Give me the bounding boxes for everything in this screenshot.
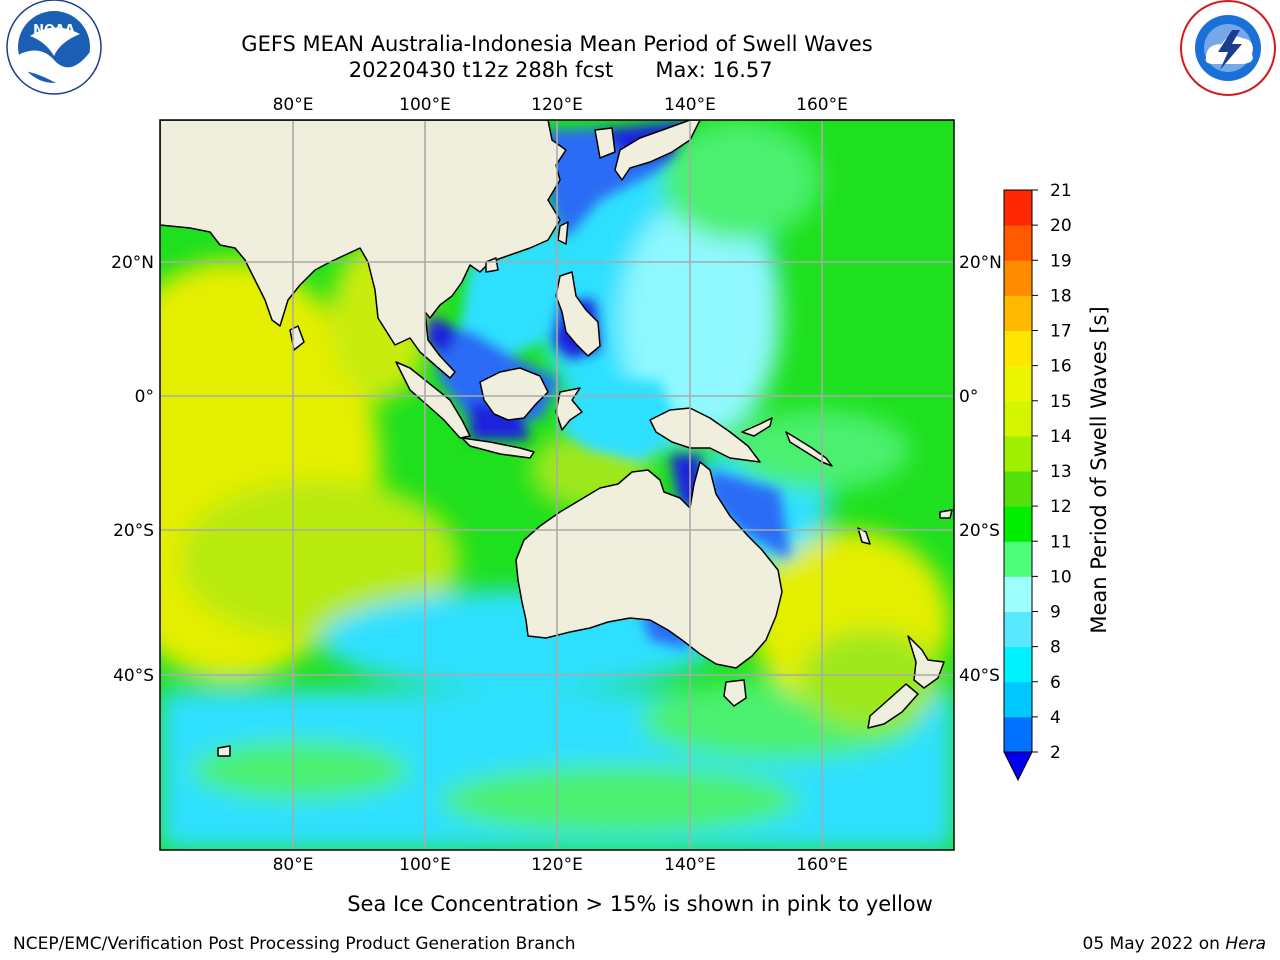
machine-name: Hera [1225, 934, 1266, 954]
borneo-island [479, 367, 549, 421]
colorbar-tick-label: 9 [1050, 603, 1061, 623]
madagascar-tip-island [217, 745, 231, 757]
colorbar-swatch [1004, 190, 1032, 226]
colorbar: 2 4 6 8 9 10 11 12 13 14 15 16 17 18 19 20 21 [1003, 181, 1072, 782]
lon-tick-top: 100°E [399, 95, 451, 115]
run-date: 05 May 2022 on Hera [1083, 934, 1267, 954]
colorbar-swatch [1004, 541, 1032, 577]
java-island [461, 437, 535, 459]
australia-landmass [515, 461, 783, 669]
colorbar-extend-arrow [1003, 751, 1033, 782]
colorbar-label: Mean Period of Swell Waves [s] [1087, 306, 1111, 633]
forecast-subtitle: 20220430 t12z 288h fcst [349, 58, 613, 82]
lon-tick-top: 140°E [664, 95, 716, 115]
lon-tick-bottom: 100°E [399, 855, 451, 875]
land-masses [160, 120, 953, 757]
map-frame [159, 119, 955, 851]
max-value-label: Max: 16.57 [655, 58, 772, 82]
colorbar-tick-label: 19 [1050, 251, 1072, 271]
noaa-logo-icon: NOAA [6, 0, 102, 95]
lon-tick-top: 160°E [796, 95, 848, 115]
japan-landmass [614, 120, 701, 181]
nws-logo-icon [1180, 0, 1276, 96]
colorbar-swatch [1004, 260, 1032, 296]
tasmania-island [723, 679, 747, 707]
colorbar-swatch [1004, 471, 1032, 507]
lat-tick-left: 40°S [113, 666, 154, 686]
new-britain-island [741, 417, 773, 437]
lon-tick-top: 120°E [531, 95, 583, 115]
lon-tick-bottom: 140°E [664, 855, 716, 875]
lat-tick-right: 0° [959, 387, 978, 407]
colorbar-tick-label: 11 [1050, 532, 1072, 552]
colorbar-swatch [1004, 330, 1032, 367]
colorbar-swatch [1004, 681, 1032, 718]
lat-tick-right: 20°S [959, 521, 1000, 541]
colorbar-tick-label: 15 [1050, 392, 1072, 412]
solomon-islands [785, 431, 833, 467]
colorbar-tick-label: 18 [1050, 286, 1072, 306]
colorbar-swatch [1004, 435, 1032, 472]
run-date-text: 05 May 2022 on [1083, 934, 1226, 954]
branch-credit: NCEP/EMC/Verification Post Processing Pr… [13, 934, 576, 954]
philippines-islands [555, 271, 601, 357]
colorbar-swatch [1004, 400, 1032, 437]
lon-tick-bottom: 160°E [796, 855, 848, 875]
taiwan-island [557, 221, 569, 245]
map-panel [160, 120, 954, 850]
lon-tick-bottom: 80°E [273, 855, 314, 875]
colorbar-tick-label: 4 [1050, 708, 1061, 728]
lat-tick-left: 20°S [113, 521, 154, 541]
colorbar-swatch [1004, 365, 1032, 402]
colorbar-swatch [1004, 295, 1032, 331]
colorbar-swatch [1004, 225, 1032, 261]
top-longitude-labels: 80°E 100°E 120°E 140°E 160°E [273, 95, 848, 115]
lat-tick-right: 40°S [959, 666, 1000, 686]
bottom-longitude-labels: 80°E 100°E 120°E 140°E 160°E [273, 855, 848, 875]
colorbar-tick-label: 12 [1050, 497, 1072, 517]
left-latitude-labels: 20°N 0° 20°S 40°S [111, 253, 154, 686]
lon-tick-bottom: 120°E [531, 855, 583, 875]
new-zealand-south-island [867, 683, 919, 729]
colorbar-swatch [1004, 646, 1032, 683]
colorbar-swatch [1004, 716, 1032, 753]
colorbar-tick-label: 21 [1050, 181, 1072, 201]
lat-tick-left: 20°N [111, 253, 154, 273]
colorbar-tick-label: 8 [1050, 638, 1061, 658]
colorbar-tick-label: 14 [1050, 427, 1072, 447]
colorbar-swatch [1004, 506, 1032, 542]
noaa-logo-text: NOAA [33, 23, 75, 38]
colorbar-tick-label: 16 [1050, 357, 1072, 377]
asia-landmass [160, 120, 567, 379]
figure-title: GEFS MEAN Australia-Indonesia Mean Perio… [241, 32, 872, 56]
sea-ice-note: Sea Ice Concentration > 15% is shown in … [347, 892, 933, 916]
colorbar-swatch [1004, 576, 1032, 612]
lat-tick-right: 20°N [959, 253, 1002, 273]
colorbar-tick-label: 6 [1050, 673, 1061, 693]
sumatra-island [395, 361, 471, 439]
colorbar-swatch [1004, 611, 1032, 648]
korea-landmass [594, 127, 616, 159]
lat-tick-left: 0° [135, 387, 154, 407]
fiji-island [939, 509, 953, 519]
colorbar-tick-label: 20 [1050, 216, 1072, 236]
colorbar-tick-label: 13 [1050, 462, 1072, 482]
colorbar-tick-label: 17 [1050, 322, 1072, 342]
colorbar-tick-label: 10 [1050, 567, 1072, 587]
lon-tick-top: 80°E [273, 95, 314, 115]
right-latitude-labels: 20°N 0° 20°S 40°S [959, 253, 1002, 686]
graticule [160, 120, 954, 850]
colorbar-tick-label: 2 [1050, 743, 1061, 763]
